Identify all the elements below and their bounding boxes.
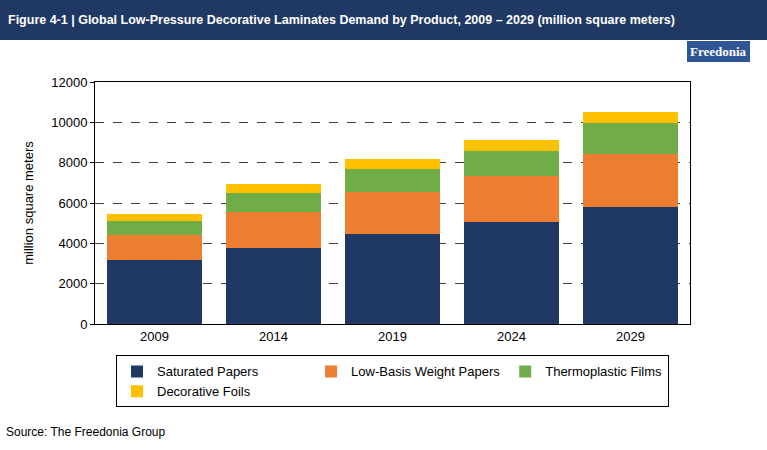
svg-text:Saturated Papers: Saturated Papers: [157, 364, 259, 379]
svg-text:4000: 4000: [58, 236, 87, 251]
svg-text:Decorative Foils: Decorative Foils: [157, 384, 251, 399]
svg-text:6000: 6000: [58, 196, 87, 211]
svg-text:Freedonia: Freedonia: [690, 44, 747, 59]
svg-text:0: 0: [80, 317, 87, 332]
svg-text:10000: 10000: [51, 115, 87, 130]
svg-text:2009: 2009: [140, 329, 169, 344]
svg-text:million square meters: million square meters: [21, 141, 36, 265]
svg-text:12000: 12000: [51, 75, 87, 90]
svg-text:2000: 2000: [58, 276, 87, 291]
svg-text:2014: 2014: [259, 329, 288, 344]
svg-text:2029: 2029: [616, 329, 645, 344]
html-text:Source: The Freedonia Group: Source: The Freedonia Group: [6, 425, 166, 439]
html-text:Figure 4-1 | Global Low-Pressu: Figure 4-1 | Global Low-Pressure Decorat…: [8, 13, 675, 27]
svg-text:Thermoplastic Films: Thermoplastic Films: [545, 364, 662, 379]
svg-text:8000: 8000: [58, 155, 87, 170]
svg-text:2024: 2024: [497, 329, 526, 344]
svg-text:2019: 2019: [378, 329, 407, 344]
svg-text:Low-Basis Weight Papers: Low-Basis Weight Papers: [351, 364, 500, 379]
